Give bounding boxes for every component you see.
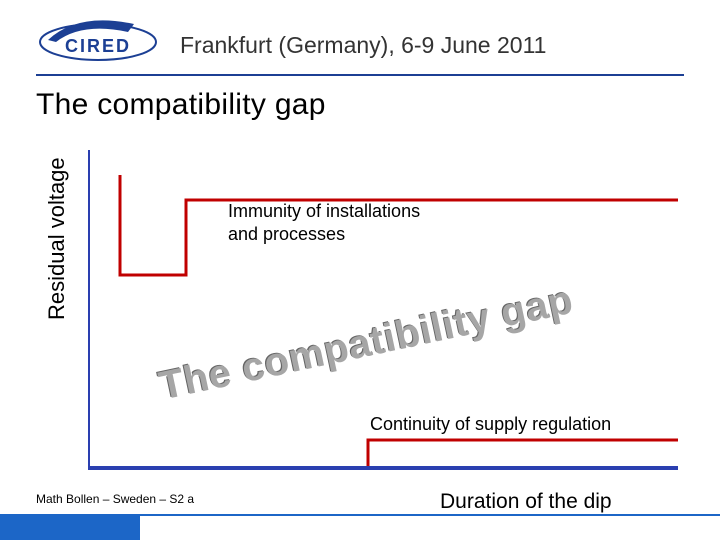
- section-title: The compatibility gap: [36, 88, 326, 122]
- header-rule: [36, 74, 684, 76]
- slide: CIRED Frankfurt (Germany), 6-9 June 2011…: [0, 0, 720, 540]
- slide-header: CIRED Frankfurt (Germany), 6-9 June 2011: [0, 12, 720, 72]
- continuity-curve: [368, 440, 678, 466]
- immunity-label: Immunity of installations and processes: [228, 200, 420, 245]
- y-axis-label: Residual voltage: [44, 157, 70, 320]
- logo-text: CIRED: [65, 36, 131, 56]
- continuity-label: Continuity of supply regulation: [370, 414, 611, 435]
- header-title: Frankfurt (Germany), 6-9 June 2011: [180, 32, 546, 59]
- blue-corner: [0, 514, 140, 540]
- x-axis-label: Duration of the dip: [440, 490, 612, 514]
- footer-text: Math Bollen – Sweden – S2 a: [36, 492, 194, 506]
- cired-logo: CIRED: [38, 18, 158, 71]
